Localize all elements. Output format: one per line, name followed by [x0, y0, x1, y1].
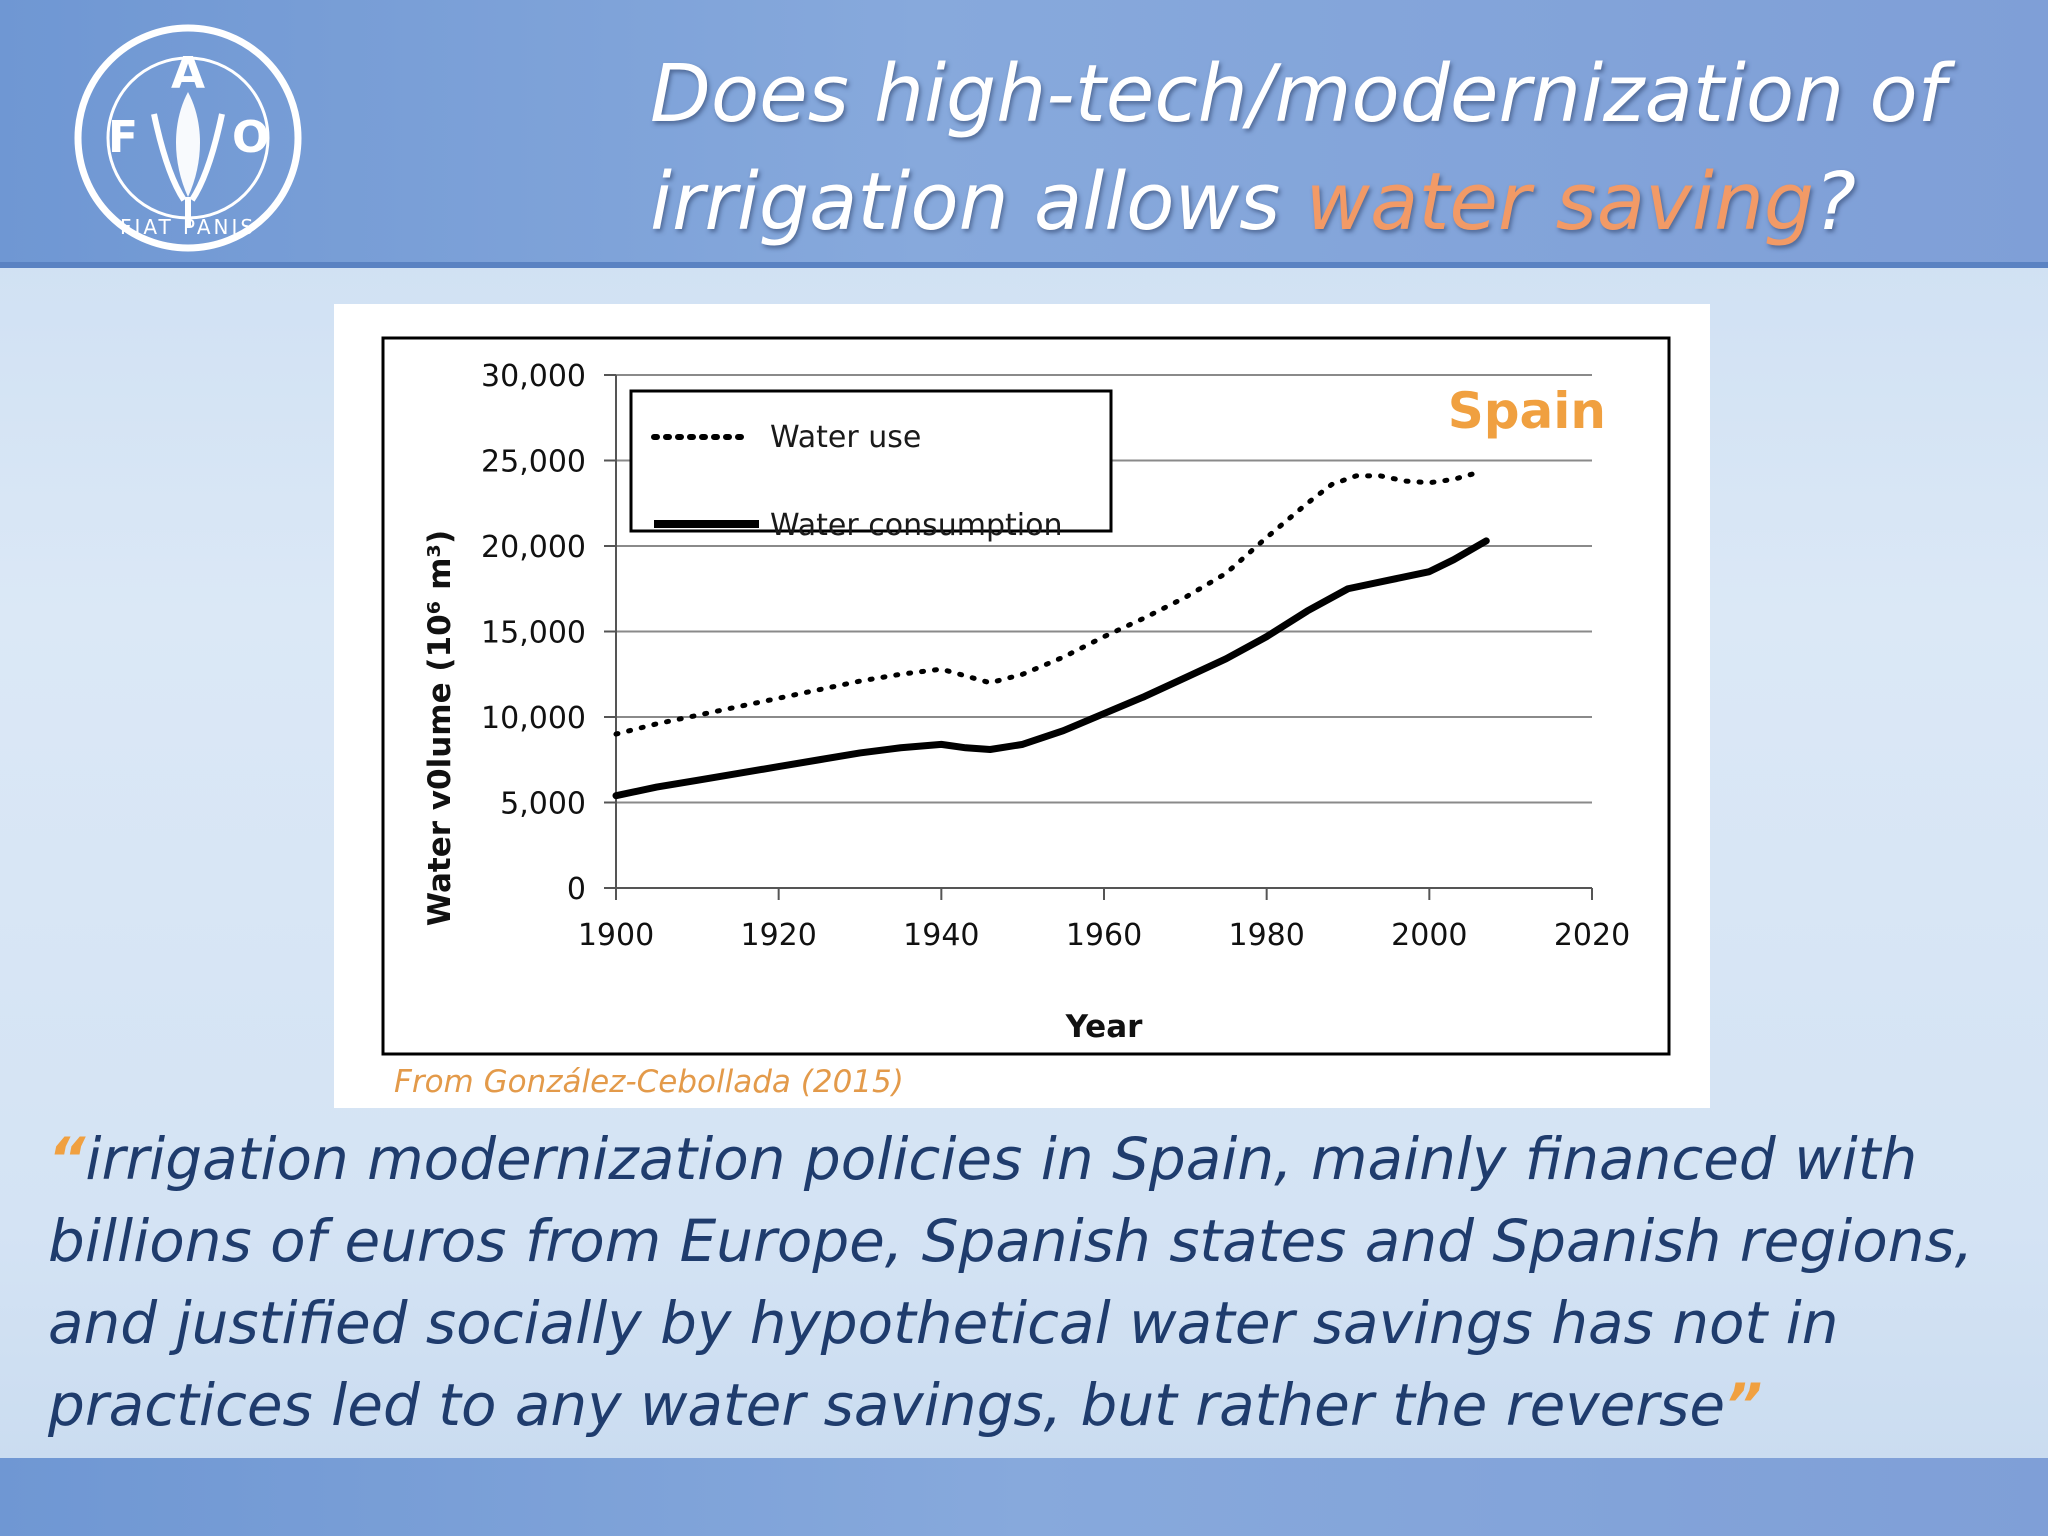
x-tick-label: 1900 — [578, 918, 654, 953]
source-citation: From González-Cebollada (2015) — [394, 1064, 904, 1100]
x-tick-label: 2000 — [1391, 918, 1467, 953]
quote: “irrigation modernization policies in Sp… — [48, 1118, 2028, 1446]
y-axis-label: Water v0lume (10⁶ m³) — [422, 530, 458, 926]
y-tick-label: 5,000 — [500, 787, 586, 822]
logo-ring — [74, 24, 302, 252]
figure-panel: 0 5,000 10,000 15,000 20,000 25,000 30,000 190… — [334, 304, 1710, 1108]
header-band — [0, 0, 2048, 262]
title-end: ? — [1814, 156, 1857, 248]
x-tick-label: 1960 — [1066, 918, 1142, 953]
logo-wheat-icon — [176, 92, 200, 197]
y-tick-label: 20,000 — [481, 530, 586, 565]
x-tick-label: 1980 — [1228, 918, 1304, 953]
legend-label-water-consumption: Water consumption — [770, 508, 1062, 543]
x-tick-label: 1940 — [903, 918, 979, 953]
x-tick-labels: 1900 1920 1940 1960 1980 2000 2020 — [578, 918, 1630, 953]
quote-open-mark: “ — [48, 1125, 86, 1193]
logo-letter-o: O — [232, 112, 269, 163]
x-tick-label: 1920 — [740, 918, 816, 953]
chart: 0 5,000 10,000 15,000 20,000 25,000 30,000 190… — [381, 336, 1671, 1056]
logo-letter-f: F — [108, 112, 138, 163]
y-tick-label: 25,000 — [481, 445, 586, 480]
y-tick-label: 10,000 — [481, 701, 586, 736]
logo-letter-a: A — [171, 48, 205, 99]
header-rule — [0, 262, 2048, 268]
axes — [604, 374, 1593, 900]
series-line-water-consumption — [612, 537, 1490, 800]
title-main: Does high-tech/modernization of irrigati… — [650, 48, 1946, 248]
slide-title: Does high-tech/modernization of irrigati… — [650, 40, 2030, 256]
quote-close-mark: ” — [1725, 1371, 1763, 1439]
y-tick-label: 15,000 — [481, 616, 586, 651]
legend: Water use Water consumption — [629, 389, 1113, 543]
y-tick-label: 0 — [567, 872, 586, 907]
chart-annotation-spain: Spain — [1448, 382, 1606, 440]
title-highlight: water saving — [1305, 156, 1815, 248]
y-tick-labels: 0 5,000 10,000 15,000 20,000 25,000 30,000 — [481, 359, 586, 907]
legend-label-water-use: Water use — [770, 420, 921, 455]
y-tick-label: 30,000 — [481, 359, 586, 394]
logo-motto: FIAT PANIS — [120, 215, 256, 239]
fao-logo: F A O FIAT PANIS — [74, 24, 302, 252]
legend-box — [629, 389, 1113, 533]
x-tick-label: 2020 — [1554, 918, 1630, 953]
quote-text: irrigation modernization policies in Spa… — [48, 1125, 1974, 1439]
x-axis-label: Year — [1065, 1009, 1144, 1045]
series-line-water-use — [613, 469, 1481, 737]
footer-band — [0, 1458, 2048, 1536]
series-lines — [612, 469, 1490, 800]
